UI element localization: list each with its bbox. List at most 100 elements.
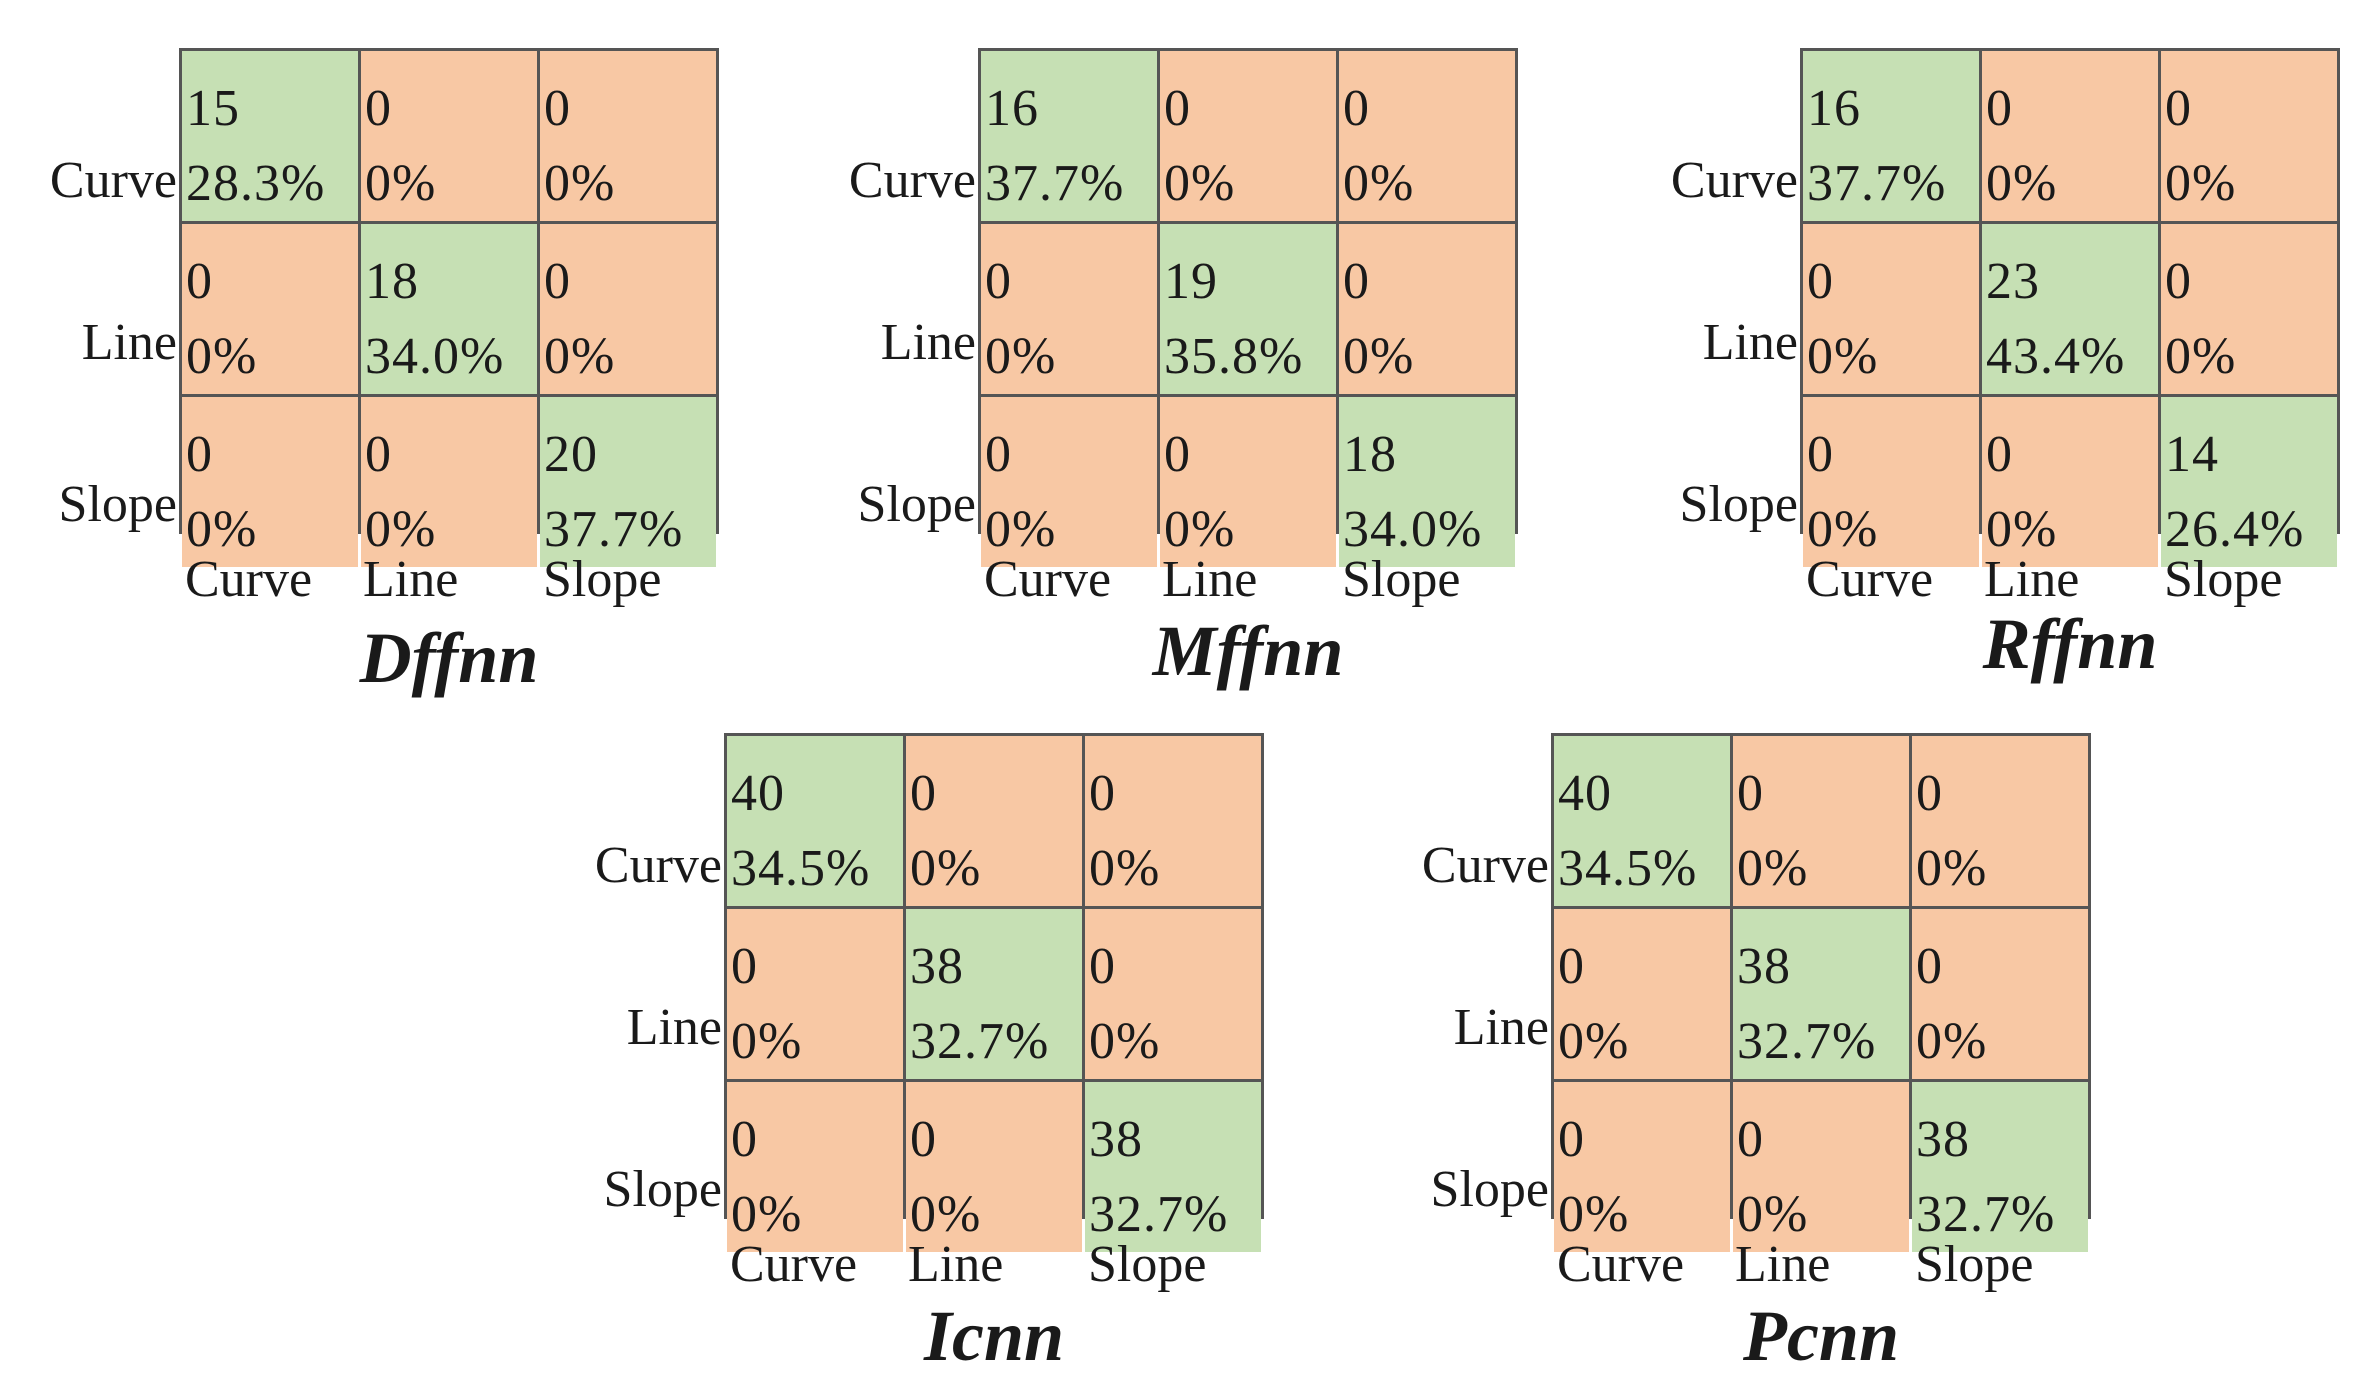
matrix-cell-r2-c2: 23 43.4% bbox=[1982, 224, 2158, 394]
matrix-cell-r3-c2: 0 0% bbox=[1982, 397, 2158, 567]
matrix-cell-r2-c1: 0 0% bbox=[182, 224, 358, 394]
cell-count: 14 bbox=[2165, 426, 2219, 483]
cell-percent: 0% bbox=[731, 1186, 803, 1243]
cell-percent: 32.7% bbox=[1737, 1013, 1877, 1070]
cell-percent: 0% bbox=[1164, 155, 1236, 212]
cell-percent: 0% bbox=[1986, 155, 2058, 212]
row-label: Curve bbox=[1670, 152, 1798, 209]
cell-count: 16 bbox=[1807, 80, 1861, 137]
matrix-cell-r3-c3: 38 32.7% bbox=[1912, 1082, 2088, 1252]
cell-count: 0 bbox=[1916, 938, 1943, 995]
cell-percent: 0% bbox=[1164, 501, 1236, 558]
cell-count: 38 bbox=[910, 938, 964, 995]
cell-count: 18 bbox=[365, 253, 419, 310]
cell-count: 0 bbox=[910, 1111, 937, 1168]
row-label: Curve bbox=[49, 152, 177, 209]
column-label: Curve bbox=[1557, 1236, 1685, 1293]
matrix-cell-r1-c2: 0 0% bbox=[1733, 736, 1909, 906]
column-label: Slope bbox=[2164, 551, 2283, 608]
cell-percent: 0% bbox=[186, 501, 258, 558]
matrix-cell-r3-c1: 0 0% bbox=[1554, 1082, 1730, 1252]
cell-percent: 32.7% bbox=[1089, 1186, 1229, 1243]
cell-percent: 0% bbox=[1737, 840, 1809, 897]
row-label: Line bbox=[1702, 314, 1798, 371]
cell-percent: 0% bbox=[731, 1013, 803, 1070]
matrix-cell-r1-c3: 0 0% bbox=[2161, 51, 2337, 221]
cell-count: 0 bbox=[2165, 80, 2192, 137]
matrix-grid: 16 37.7% 0 0% 0 0% 0 0% 23 43.4% 0 0% 0 0% 0 0% 14 26.4% bbox=[1800, 48, 2340, 567]
row-label: Line bbox=[81, 314, 177, 371]
cell-percent: 0% bbox=[1737, 1186, 1809, 1243]
row-label: Curve bbox=[1421, 837, 1549, 894]
matrix-cell-r2-c1: 0 0% bbox=[1803, 224, 1979, 394]
column-label: Curve bbox=[185, 551, 313, 608]
cell-count: 0 bbox=[1737, 765, 1764, 822]
row-labels: Curve Line Slope bbox=[1403, 733, 1549, 1219]
cell-count: 0 bbox=[1558, 1111, 1585, 1168]
cell-percent: 32.7% bbox=[910, 1013, 1050, 1070]
cell-percent: 0% bbox=[2165, 328, 2237, 385]
row-labels: Curve Line Slope bbox=[576, 733, 722, 1219]
matrix-grid: 40 34.5% 0 0% 0 0% 0 0% 38 32.7% 0 0% 0 0% 0 0% 38 32.7% bbox=[724, 733, 1264, 1252]
cell-count: 0 bbox=[186, 253, 213, 310]
matrix-cell-r2-c1: 0 0% bbox=[981, 224, 1157, 394]
matrix-cell-r1-c2: 0 0% bbox=[1982, 51, 2158, 221]
cell-percent: 0% bbox=[910, 1186, 982, 1243]
cell-percent: 0% bbox=[1089, 840, 1161, 897]
matrix-cell-r2-c3: 0 0% bbox=[1339, 224, 1515, 394]
confusion-matrix-pcnn: 40 34.5% 0 0% 0 0% 0 0% 38 32.7% 0 0% 0 0% 0 0% 38 32.7% C… bbox=[1403, 730, 2091, 1376]
matrix-cell-r2-c1: 0 0% bbox=[1554, 909, 1730, 1079]
matrix-cell-r1-c1: 40 34.5% bbox=[1554, 736, 1730, 906]
matrix-cell-r3-c1: 0 0% bbox=[182, 397, 358, 567]
matrix-cell-r1-c1: 16 37.7% bbox=[981, 51, 1157, 221]
cell-count: 0 bbox=[544, 80, 571, 137]
cell-percent: 37.7% bbox=[985, 155, 1125, 212]
cell-count: 0 bbox=[1164, 80, 1191, 137]
cell-percent: 26.4% bbox=[2165, 501, 2305, 558]
cell-percent: 0% bbox=[985, 501, 1057, 558]
row-label: Line bbox=[1453, 999, 1549, 1056]
column-label: Slope bbox=[543, 551, 662, 608]
row-labels: Curve Line Slope bbox=[830, 48, 976, 534]
cell-count: 0 bbox=[1807, 426, 1834, 483]
cell-percent: 0% bbox=[1343, 328, 1415, 385]
matrix-title: Mffnn bbox=[1152, 611, 1344, 691]
cell-count: 38 bbox=[1916, 1111, 1970, 1168]
matrix-cell-r1-c1: 16 37.7% bbox=[1803, 51, 1979, 221]
row-label: Curve bbox=[594, 837, 722, 894]
matrix-cell-r1-c2: 0 0% bbox=[906, 736, 1082, 906]
cell-count: 0 bbox=[1916, 765, 1943, 822]
matrix-cell-r3-c3: 38 32.7% bbox=[1085, 1082, 1261, 1252]
column-label: Slope bbox=[1088, 1236, 1207, 1293]
cell-percent: 34.0% bbox=[1343, 501, 1483, 558]
cell-count: 0 bbox=[1986, 80, 2013, 137]
matrix-cell-r1-c3: 0 0% bbox=[1339, 51, 1515, 221]
matrix-cell-r2-c3: 0 0% bbox=[2161, 224, 2337, 394]
column-label: Curve bbox=[730, 1236, 858, 1293]
cell-percent: 43.4% bbox=[1986, 328, 2126, 385]
matrix-cell-r1-c1: 15 28.3% bbox=[182, 51, 358, 221]
matrix-cell-r3-c3: 14 26.4% bbox=[2161, 397, 2337, 567]
matrix-cell-r2-c3: 0 0% bbox=[540, 224, 716, 394]
row-label: Slope bbox=[603, 1161, 722, 1218]
row-label: Slope bbox=[1430, 1161, 1549, 1218]
matrix-cell-r3-c1: 0 0% bbox=[727, 1082, 903, 1252]
cell-percent: 0% bbox=[186, 328, 258, 385]
matrix-grid: 15 28.3% 0 0% 0 0% 0 0% 18 34.0% 0 0% 0 0% 0 0% 20 37.7% bbox=[179, 48, 719, 567]
row-label: Slope bbox=[58, 476, 177, 533]
cell-count: 0 bbox=[1558, 938, 1585, 995]
cell-percent: 0% bbox=[365, 155, 437, 212]
cell-percent: 0% bbox=[1986, 501, 2058, 558]
cell-count: 15 bbox=[186, 80, 240, 137]
row-label: Slope bbox=[1679, 476, 1798, 533]
matrix-grid: 40 34.5% 0 0% 0 0% 0 0% 38 32.7% 0 0% 0 0% 0 0% 38 32.7% bbox=[1551, 733, 2091, 1252]
matrix-cell-r1-c1: 40 34.5% bbox=[727, 736, 903, 906]
row-label: Line bbox=[880, 314, 976, 371]
cell-percent: 0% bbox=[1916, 1013, 1988, 1070]
cell-percent: 34.5% bbox=[731, 840, 871, 897]
matrix-cell-r2-c2: 38 32.7% bbox=[1733, 909, 1909, 1079]
column-label: Line bbox=[363, 551, 459, 608]
cell-percent: 0% bbox=[1807, 328, 1879, 385]
row-labels: Curve Line Slope bbox=[31, 48, 177, 534]
cell-percent: 32.7% bbox=[1916, 1186, 2056, 1243]
